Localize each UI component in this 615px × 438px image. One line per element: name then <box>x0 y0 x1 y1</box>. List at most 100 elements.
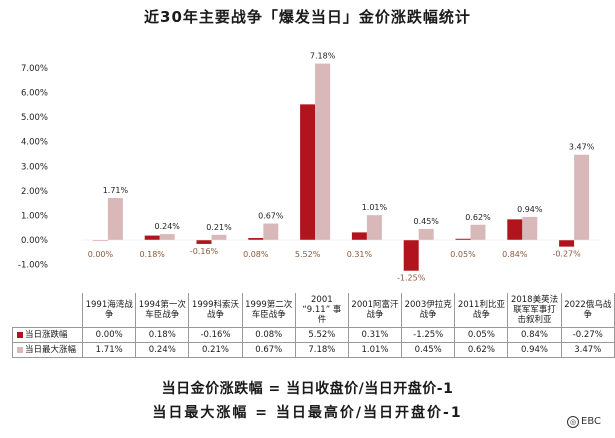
y-tick-label: 0.00% <box>21 236 48 246</box>
table-cell: 0.67% <box>241 342 296 358</box>
data-label-daily-change: 0.05% <box>450 250 476 259</box>
table-cell: -0.27% <box>560 327 615 343</box>
table-header-line: 1999科索沃 <box>191 300 240 310</box>
bar-daily-change <box>455 238 471 240</box>
table-header-cell: 1999第二次 车臣战争 <box>241 293 296 328</box>
bar-daily-change <box>248 238 264 240</box>
y-tick-label: 2.00% <box>21 187 48 197</box>
table-header-line: 争 <box>104 310 114 320</box>
table-header-cell: 2001阿富汗 战争 <box>347 293 403 328</box>
data-label-daily-max-gain: 0.67% <box>258 212 284 221</box>
brand-text: EBC <box>581 416 601 427</box>
bar-daily-max-gain <box>159 234 175 240</box>
chart-title: 近30年主要战争「爆发当日」金价涨跌幅统计 <box>144 8 471 26</box>
table-header-row: 1991海湾战争 1994第一次 车臣战争 1999科索沃 战争 1999第二次 车臣战争 2… <box>13 293 615 328</box>
table-header-line: 击叙利亚 <box>517 315 552 325</box>
table-cell: 0.18% <box>135 327 190 343</box>
table-cell: 0.31% <box>347 327 403 343</box>
data-label-daily-max-gain: 3.47% <box>569 143 595 152</box>
data-label-daily-max-gain: 7.18% <box>310 52 336 61</box>
legend-swatch <box>17 331 23 338</box>
data-label-daily-max-gain: 0.24% <box>154 222 180 231</box>
table-row-legend: 当日最大涨幅 <box>11 342 84 358</box>
legend-label: 当日最大涨幅 <box>25 345 77 355</box>
data-label-daily-max-gain: 1.71% <box>103 186 129 195</box>
table-header-line: 2018美英法 <box>510 295 559 305</box>
table-header-line: 1999第二次 <box>245 300 293 310</box>
table-header-line: “9.11” 事 <box>302 305 342 315</box>
table-header-cell: 2011利比亚 战争 <box>454 293 509 328</box>
brand-watermark: ◎ EBC <box>567 416 601 428</box>
table-header-line: 战争 <box>206 310 224 320</box>
table-header-line: 2022俄乌战 <box>564 300 612 310</box>
table-header-cell: 1999科索沃 战争 <box>188 293 243 328</box>
data-label-daily-change: 5.52% <box>295 250 321 259</box>
data-label-daily-change: -0.27% <box>552 250 581 259</box>
data-label-daily-change: 0.00% <box>88 250 114 259</box>
table-corner <box>13 293 83 328</box>
table-cell: 0.24% <box>135 342 190 358</box>
y-tick-label: -1.00% <box>18 261 48 271</box>
y-tick-label: 3.00% <box>21 162 48 172</box>
bar-daily-max-gain <box>211 234 227 240</box>
table-header-line: 战争 <box>419 310 437 320</box>
data-table: 1991海湾战争 1994第一次 车臣战争 1999科索沃 战争 1999第二次 车臣战争 2… <box>11 293 615 358</box>
table-header-line: 2001阿富汗 <box>351 300 399 310</box>
table-cell: 0.08% <box>241 327 296 343</box>
table-cell: 0.05% <box>454 327 509 343</box>
table-cell: 0.94% <box>507 342 562 358</box>
bar-daily-change <box>507 219 523 240</box>
bar-daily-change <box>559 240 575 247</box>
data-label-daily-change: 0.31% <box>347 250 373 259</box>
formula-max-gain: 当日最大涨幅 = 当日最高价/当日开盘价-1 <box>152 405 463 421</box>
table-row: 当日涨跌幅 0.00% 0.18% -0.16% 0.08% 5.52% 0.31% -1.2… <box>11 327 615 343</box>
table-header-cell: 1991海湾战争 <box>82 293 137 328</box>
y-tick-label: 5.00% <box>21 113 48 123</box>
bar-daily-change <box>144 235 160 240</box>
data-label-daily-max-gain: 0.45% <box>413 217 439 226</box>
table-cell: 0.62% <box>454 342 509 358</box>
table-header-line: 车臣战争 <box>145 310 180 320</box>
data-label-daily-max-gain: 0.62% <box>465 213 491 222</box>
bar-chart: -1.00% 0.00% 1.00% 2.00% 3.00% 4.00% 5.00% 6.00… <box>18 52 600 283</box>
bar-daily-change <box>403 240 419 271</box>
table-header-line: 2003伊拉克 <box>404 300 452 310</box>
table-cell: 0.00% <box>82 327 137 343</box>
table-cell: 0.84% <box>507 327 562 343</box>
table-header-line: 2001 <box>311 295 333 305</box>
table-cell: 5.52% <box>294 327 349 343</box>
table-header-cell: 2022俄乌战争 <box>560 293 615 328</box>
y-tick-label: 7.00% <box>21 64 48 74</box>
bar-daily-max-gain <box>418 228 434 240</box>
table-header-line: 战争 <box>472 310 490 320</box>
table-cell: 0.45% <box>401 342 456 358</box>
table-header-line: 件 <box>317 315 327 325</box>
data-label-daily-change: 0.08% <box>243 250 269 259</box>
y-tick-label: 4.00% <box>21 138 48 148</box>
table-cell: 0.21% <box>188 342 243 358</box>
table-header-line: 车臣战争 <box>251 310 286 320</box>
bar-daily-max-gain <box>574 154 590 240</box>
bar-daily-max-gain <box>315 63 331 240</box>
table-cell: 1.71% <box>82 342 137 358</box>
table-header-line: 争 <box>583 310 593 320</box>
y-tick-label: 1.00% <box>21 211 48 221</box>
table-header-cell: 2003伊拉克 战争 <box>401 293 456 328</box>
bar-daily-change <box>196 240 212 244</box>
bar-daily-change <box>300 104 316 240</box>
table-cell: -1.25% <box>401 327 456 343</box>
bar-daily-change <box>351 232 367 240</box>
table-header-line: 1994第一次 <box>138 300 186 310</box>
data-label-daily-change: -1.25% <box>397 274 426 283</box>
data-label-daily-max-gain: 1.01% <box>362 203 388 212</box>
data-labels-group: 0.00% 1.71% 0.18% 0.24% -0.16% 0.21% 0.08% 0.67… <box>88 52 595 283</box>
bar-daily-max-gain <box>263 223 279 240</box>
data-label-daily-change: 0.18% <box>139 250 165 259</box>
bars-group <box>82 63 600 271</box>
table-row: 当日最大涨幅 1.71% 0.24% 0.21% 0.67% 7.18% 1.01% 0.45… <box>11 342 615 358</box>
data-label-daily-max-gain: 0.94% <box>517 205 543 214</box>
table-header-cell: 2018美英法 联军军事打 击叙利亚 <box>507 293 562 328</box>
bar-daily-max-gain <box>366 215 382 240</box>
table-header-cell: 2001 “9.11” 事件 <box>294 293 349 328</box>
bar-daily-max-gain <box>107 197 123 240</box>
